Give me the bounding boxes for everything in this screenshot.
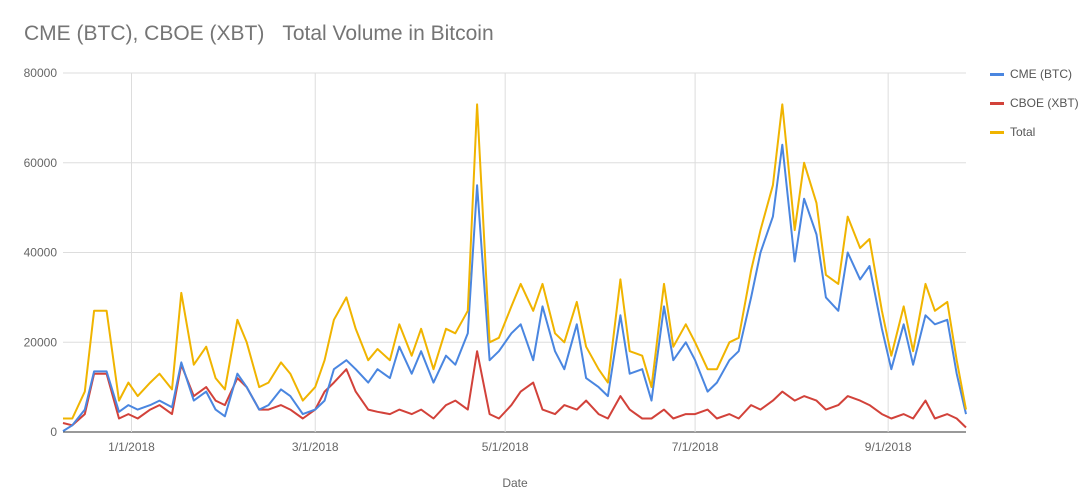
y-tick-label: 0 <box>50 425 57 439</box>
legend-swatch <box>990 101 1004 105</box>
chart-axes: 0 20000 40000 60000 80000 1/1/2018 3/1/2018 5/1… <box>24 66 912 454</box>
legend-swatch <box>990 72 1004 76</box>
x-axis-label: Date <box>502 476 528 490</box>
legend-item: CME (BTC) <box>990 64 1079 84</box>
y-tick-label: 80000 <box>24 66 58 80</box>
x-tick-label: 9/1/2018 <box>865 440 912 454</box>
chart-series <box>62 103 967 432</box>
series-line-cboe-xbt <box>62 350 967 429</box>
chart-legend: CME (BTC) CBOE (XBT) Total <box>990 64 1079 151</box>
series-line-cme-btc <box>62 143 967 432</box>
y-tick-label: 60000 <box>24 156 58 170</box>
legend-swatch <box>990 130 1004 134</box>
x-tick-label: 3/1/2018 <box>292 440 339 454</box>
x-tick-label: 5/1/2018 <box>482 440 529 454</box>
x-tick-label: 1/1/2018 <box>108 440 155 454</box>
y-tick-label: 20000 <box>24 335 58 349</box>
legend-label: CBOE (XBT) <box>1010 96 1079 110</box>
chart-title: CME (BTC), CBOE (XBT) Total Volume in Bit… <box>24 22 494 46</box>
chart-grid <box>63 72 966 433</box>
chart-title-main: CME (BTC), CBOE (XBT) <box>24 22 265 45</box>
legend-item: Total <box>990 122 1079 142</box>
series-line-total <box>63 103 967 420</box>
y-tick-label: 40000 <box>24 246 58 260</box>
chart-subtitle: Total Volume in Bitcoin <box>282 22 494 45</box>
x-tick-label: 7/1/2018 <box>672 440 719 454</box>
legend-label: CME (BTC) <box>1010 67 1072 81</box>
legend-item: CBOE (XBT) <box>990 93 1079 113</box>
legend-label: Total <box>1010 125 1036 139</box>
